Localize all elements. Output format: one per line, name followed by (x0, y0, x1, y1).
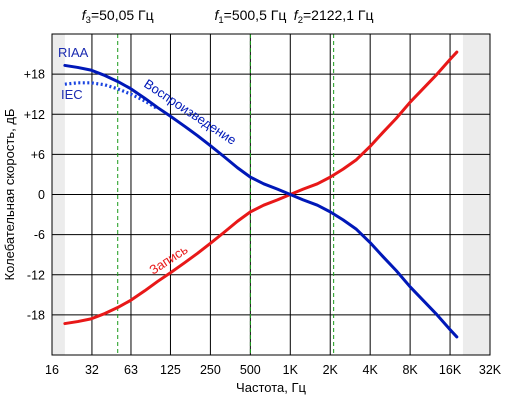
marker-value: =500,5 Гц (224, 7, 287, 23)
marker-symbol: f (294, 7, 300, 23)
x-tick-label: 125 (160, 363, 181, 377)
iec-label: IEC (61, 87, 83, 102)
marker-symbol: f (82, 7, 88, 23)
marker-symbol: f (214, 7, 220, 23)
marker-value: =2122,1 Гц (303, 7, 374, 23)
playback-label: Воспроизведение (141, 76, 239, 148)
x-tick-label: 8K (402, 363, 418, 377)
frequency-markers: f3=50,05 Гц f1=500,5 Гц f2=2122,1 Гц (82, 7, 374, 355)
y-axis-label: Колебательная скорость, дБ (2, 109, 17, 281)
x-tick-label: 2K (323, 363, 339, 377)
record-label: Запись (146, 242, 190, 278)
marker-label: f3=50,05 Гц (82, 7, 154, 26)
x-tick-label: 32K (479, 363, 502, 377)
marker-value: =50,05 Гц (91, 7, 154, 23)
x-axis-label: Частота, Гц (236, 380, 306, 395)
x-tick-label: 500 (240, 363, 261, 377)
y-tick-label: -18 (27, 308, 45, 322)
series-line-2 (63, 50, 459, 326)
y-tick-label: -12 (27, 268, 45, 282)
x-tick-label: 63 (124, 363, 138, 377)
x-tick-label: 16 (45, 363, 59, 377)
y-tick-label: -6 (34, 228, 45, 242)
series (63, 50, 459, 339)
series-line-0 (63, 63, 459, 339)
marker-label: f2=2122,1 Гц (294, 7, 374, 26)
x-tick-label: 16K (439, 363, 462, 377)
marker-label: f1=500,5 Гц (214, 7, 286, 26)
x-tick-label: 1K (283, 363, 299, 377)
y-tick-label: +18 (24, 68, 45, 82)
x-tick-label: 32 (85, 363, 99, 377)
x-tick-label: 4K (363, 363, 379, 377)
riaa-label: RIAA (58, 45, 89, 60)
y-tick-label: +12 (24, 108, 45, 122)
x-tick-label: 250 (200, 363, 221, 377)
series-line-1 (64, 81, 159, 111)
y-tick-label: 0 (38, 188, 45, 202)
marker-subscript: 3 (86, 15, 91, 26)
plot-frame (51, 33, 491, 356)
tick-labels: 16 32 63 125 250 500 1K 2K 4K 8K 16K 32K +18 +12 +6 0 -6… (24, 68, 502, 377)
y-tick-label: +6 (31, 148, 45, 162)
marker-subscript: 1 (218, 15, 223, 26)
marker-subscript: 2 (298, 15, 303, 26)
